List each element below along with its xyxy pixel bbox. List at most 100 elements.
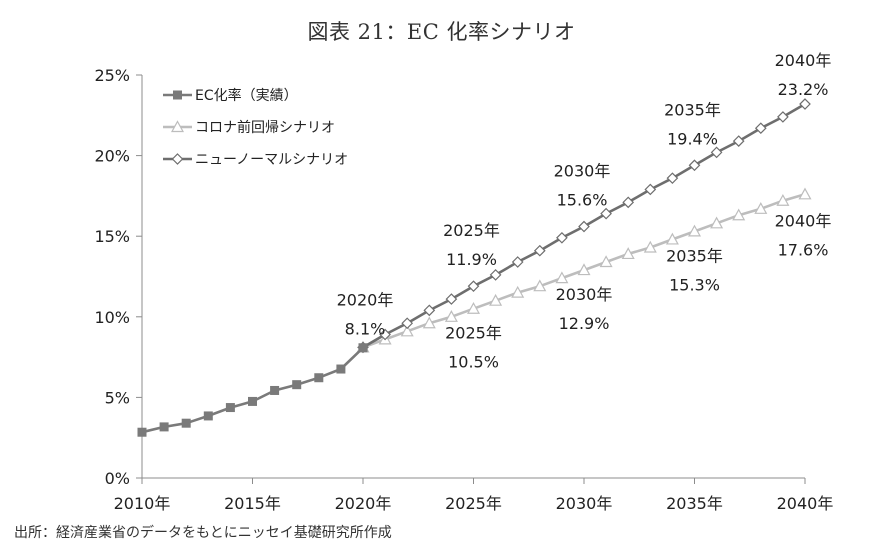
annotation-year: 2025年 <box>443 221 500 240</box>
data-point-diamond <box>379 328 391 341</box>
x-tick-label: 2035年 <box>666 494 723 513</box>
data-point-square <box>248 396 257 406</box>
y-tick-label: 25% <box>94 66 130 85</box>
data-point-triangle <box>643 240 657 253</box>
annotation-year: 2040年 <box>775 51 832 70</box>
series-diamond <box>357 98 811 354</box>
legend-label: コロナ前回帰シナリオ <box>195 119 335 136</box>
data-point-triangle <box>555 271 569 284</box>
series-line <box>141 346 364 434</box>
y-tick-label: 10% <box>94 308 130 327</box>
annotation-year: 2035年 <box>664 100 721 119</box>
data-point-diamond <box>799 98 811 110</box>
data-point-diamond <box>710 146 723 159</box>
x-tick-label: 2040年 <box>777 494 834 513</box>
annotation-value: 19.4% <box>667 129 718 148</box>
legend-label: ニューノーマルシナリオ <box>195 152 348 168</box>
data-point-triangle <box>444 310 458 322</box>
data-point-diamond <box>688 159 701 172</box>
data-point-triangle <box>400 324 414 337</box>
data-point-diamond <box>445 293 458 305</box>
data-point-square <box>203 411 213 421</box>
data-point-square <box>270 385 280 395</box>
chart-axes: 0% 5% 10% 15% 20% 25% 2010年 2015年 2020年 2025年 2030… <box>94 66 833 513</box>
data-point-diamond <box>666 172 679 185</box>
data-annotation: 2040年 23.2% <box>775 51 832 99</box>
data-point-square <box>181 418 191 428</box>
data-point-triangle <box>489 293 503 306</box>
data-point-square <box>292 380 302 390</box>
x-tick-label: 2020年 <box>335 494 392 513</box>
x-tick-label: 2010年 <box>114 494 171 513</box>
data-point-square <box>314 373 324 383</box>
data-point-triangle <box>621 247 635 260</box>
annotation-value: 23.2% <box>778 80 829 99</box>
data-point-triangle <box>422 316 436 329</box>
data-point-square <box>225 403 235 413</box>
data-point-diamond <box>644 183 657 196</box>
annotation-value: 11.9% <box>446 250 497 269</box>
y-tick-label: 5% <box>105 388 130 407</box>
data-point-triangle <box>798 187 812 200</box>
data-point-triangle <box>754 202 768 214</box>
data-annotation: 2035年 19.4% <box>664 100 721 148</box>
data-point-diamond <box>511 256 524 268</box>
data-point-triangle <box>533 279 547 292</box>
data-annotation: 2030年 12.9% <box>556 285 613 333</box>
data-point-diamond <box>732 135 745 147</box>
annotation-value: 17.6% <box>778 240 829 259</box>
data-point-triangle <box>687 224 702 237</box>
data-annotation: 2020年 8.1% <box>337 290 394 338</box>
legend-item: EC化率（実績） <box>163 87 298 104</box>
annotation-year: 2030年 <box>556 285 613 304</box>
data-point-square <box>336 364 346 374</box>
data-point-diamond <box>467 280 480 293</box>
data-point-square <box>173 90 182 100</box>
y-tick-label: 20% <box>94 147 130 166</box>
x-tick-label: 2030年 <box>556 494 613 513</box>
data-point-diamond <box>600 207 612 220</box>
data-point-triangle <box>732 208 746 221</box>
data-point-diamond <box>401 317 414 330</box>
data-annotation: 2035年 15.3% <box>666 246 723 294</box>
source-note: 出所：経済産業省のデータをもとにニッセイ基礎研究所作成 <box>14 525 392 541</box>
data-annotation: 2025年 10.5% <box>445 324 502 372</box>
data-point-diamond <box>556 231 568 244</box>
y-tick-label: 0% <box>105 469 130 488</box>
data-point-diamond <box>754 122 767 135</box>
annotation-value: 15.6% <box>557 191 608 210</box>
annotation-year: 2020年 <box>337 290 394 309</box>
series-square <box>137 343 368 437</box>
data-point-triangle <box>776 193 790 206</box>
data-point-triangle <box>599 255 613 268</box>
x-tick-label: 2015年 <box>224 494 281 513</box>
x-tick-label: 2025年 <box>445 494 502 513</box>
annotation-year: 2035年 <box>666 246 723 265</box>
y-tick-label: 15% <box>94 227 130 246</box>
data-point-triangle <box>466 301 481 314</box>
data-point-triangle <box>170 120 185 133</box>
legend-item: ニューノーマルシナリオ <box>163 152 348 168</box>
chart-series <box>137 98 812 437</box>
data-point-diamond <box>777 111 789 123</box>
data-point-diamond <box>533 244 546 257</box>
data-point-diamond <box>423 304 436 317</box>
legend-label: EC化率（実績） <box>195 87 298 104</box>
data-point-diamond <box>578 220 590 233</box>
annotation-year: 2030年 <box>554 162 611 181</box>
data-point-triangle <box>710 216 724 229</box>
data-point-diamond <box>171 153 184 165</box>
annotation-value: 10.5% <box>448 353 499 372</box>
data-point-square <box>358 343 368 353</box>
data-annotation: 2040年 17.6% <box>775 211 832 259</box>
annotation-year: 2025年 <box>445 324 502 343</box>
annotation-value: 15.3% <box>669 275 720 294</box>
annotation-value: 12.9% <box>559 314 610 333</box>
data-point-square <box>159 422 169 432</box>
data-point-triangle <box>511 285 525 298</box>
data-point-diamond <box>622 196 635 209</box>
data-annotation: 2030年 15.6% <box>554 162 611 210</box>
data-annotation: 2025年 11.9% <box>443 221 500 269</box>
